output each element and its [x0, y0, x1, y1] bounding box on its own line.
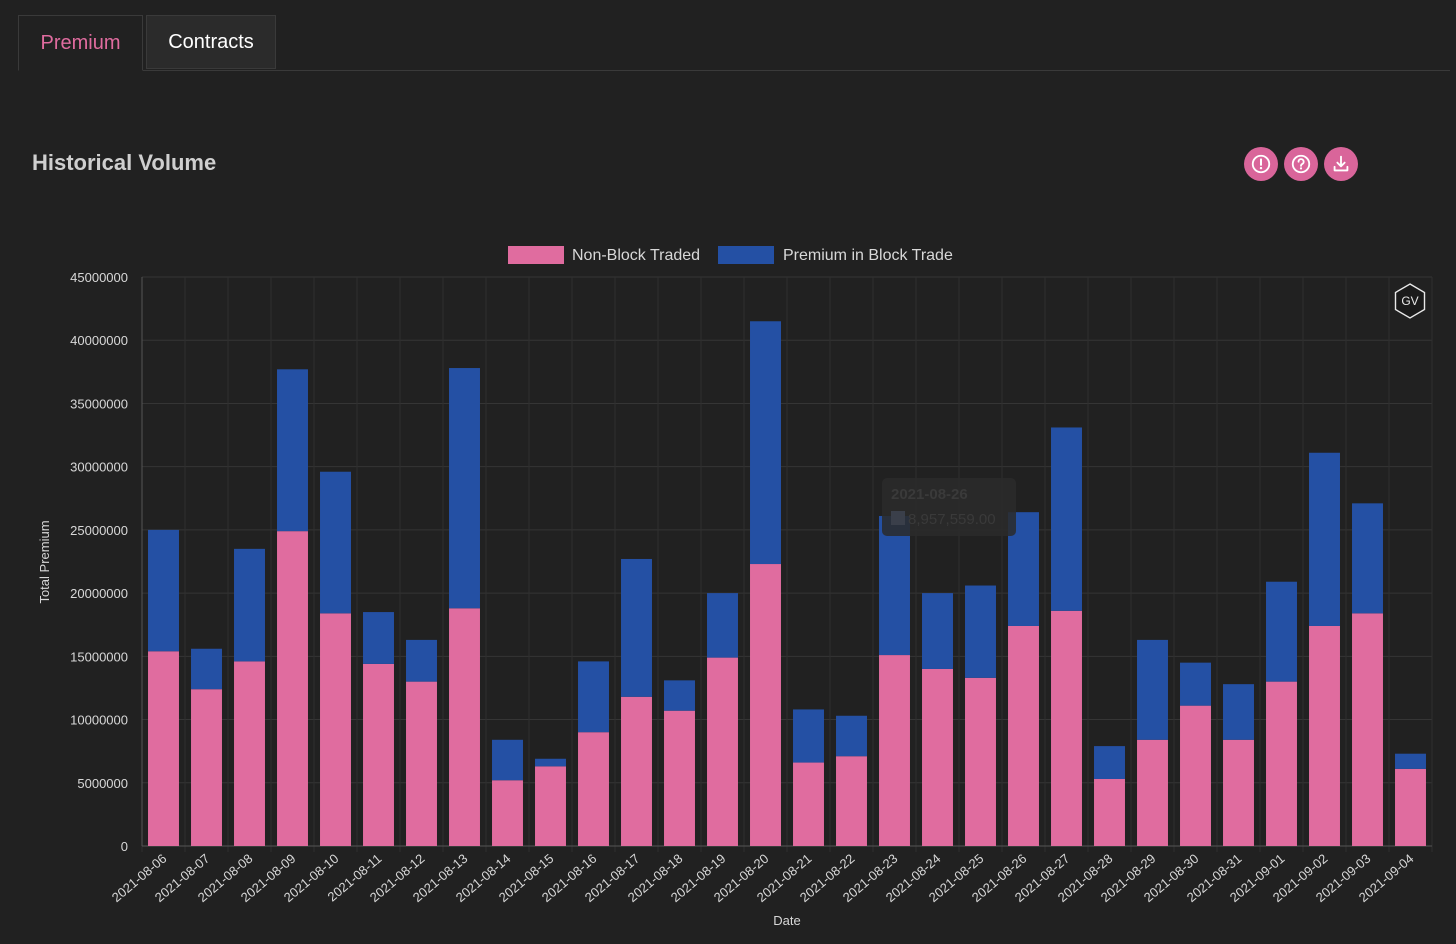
- bar-non-block[interactable]: [277, 531, 308, 846]
- x-axis-ticks: 2021-08-062021-08-072021-08-082021-08-09…: [109, 851, 1417, 905]
- bar-non-block[interactable]: [793, 762, 824, 846]
- bar-non-block[interactable]: [535, 766, 566, 846]
- bar-block[interactable]: [449, 368, 480, 609]
- bar-non-block[interactable]: [1223, 739, 1254, 846]
- y-axis-ticks: 0 5000000 10000000 15000000 20000000 25000000…: [70, 270, 128, 854]
- legend-swatch-non-block: [508, 246, 564, 264]
- help-button[interactable]: [1284, 147, 1318, 181]
- bar-block[interactable]: [1309, 452, 1340, 626]
- tab-bar: Premium Contracts: [18, 15, 1450, 71]
- bar-block[interactable]: [621, 558, 652, 697]
- y-tick-label: 40000000: [70, 333, 128, 348]
- bar-block[interactable]: [578, 661, 609, 733]
- bar-block[interactable]: [148, 529, 179, 652]
- x-axis-label: Date: [773, 913, 800, 928]
- y-tick-label: 5000000: [77, 776, 128, 791]
- bar-non-block[interactable]: [148, 651, 179, 846]
- bar-block[interactable]: [922, 593, 953, 669]
- bar-block[interactable]: [277, 369, 308, 532]
- legend-label-non-block: Non-Block Traded: [572, 247, 700, 264]
- bar-non-block[interactable]: [664, 710, 695, 846]
- bar-block[interactable]: [363, 612, 394, 664]
- chart-grid: [141, 276, 1433, 852]
- y-tick-label: 35000000: [70, 396, 128, 411]
- legend: Non-Block Traded Premium in Block Trade: [508, 246, 953, 264]
- bar-non-block[interactable]: [836, 756, 867, 846]
- bar-non-block[interactable]: [363, 663, 394, 846]
- y-axis-label: Total Premium: [37, 520, 52, 603]
- legend-swatch-block: [718, 246, 774, 264]
- tooltip: 2021-08-26 8,957,559.00: [882, 478, 1016, 536]
- chart-bars: [148, 321, 1426, 846]
- bar-non-block[interactable]: [750, 564, 781, 846]
- bar-non-block[interactable]: [578, 732, 609, 846]
- bar-non-block[interactable]: [449, 608, 480, 846]
- bar-block[interactable]: [879, 515, 910, 656]
- bar-block[interactable]: [664, 680, 695, 711]
- gv-logo-text: GV: [1401, 294, 1418, 308]
- bar-non-block[interactable]: [1008, 625, 1039, 846]
- bar-block[interactable]: [191, 648, 222, 690]
- bar-block[interactable]: [1352, 503, 1383, 614]
- bar-non-block[interactable]: [621, 696, 652, 846]
- bar-non-block[interactable]: [492, 780, 523, 846]
- bar-block[interactable]: [1266, 581, 1297, 682]
- bar-block[interactable]: [406, 639, 437, 682]
- bar-block[interactable]: [707, 593, 738, 658]
- bar-block[interactable]: [1395, 753, 1426, 769]
- bar-non-block[interactable]: [1395, 768, 1426, 846]
- tooltip-title: 2021-08-26: [891, 486, 968, 503]
- y-tick-label: 15000000: [70, 649, 128, 664]
- page-title: Historical Volume: [32, 150, 217, 175]
- bar-non-block[interactable]: [1094, 778, 1125, 846]
- bar-non-block[interactable]: [234, 661, 265, 846]
- gv-watermark: GV: [1394, 283, 1426, 319]
- bar-block[interactable]: [320, 471, 351, 614]
- bar-block[interactable]: [492, 739, 523, 781]
- bar-non-block[interactable]: [1051, 610, 1082, 846]
- legend-label-block: Premium in Block Trade: [783, 247, 953, 264]
- bar-non-block[interactable]: [1266, 681, 1297, 846]
- info-button[interactable]: [1244, 147, 1278, 181]
- y-tick-label: 10000000: [70, 713, 128, 728]
- tooltip-value: 8,957,559.00: [908, 511, 996, 528]
- bar-non-block[interactable]: [320, 613, 351, 846]
- y-tick-label: 20000000: [70, 586, 128, 601]
- y-tick-label: 0: [121, 839, 128, 854]
- bar-non-block[interactable]: [1180, 705, 1211, 846]
- tooltip-swatch: [891, 511, 905, 525]
- bar-non-block[interactable]: [965, 677, 996, 846]
- tab-premium[interactable]: Premium: [18, 15, 143, 71]
- y-tick-label: 25000000: [70, 523, 128, 538]
- bar-non-block[interactable]: [922, 668, 953, 846]
- download-button[interactable]: [1324, 147, 1358, 181]
- question-circle-icon: [1291, 154, 1311, 174]
- bar-block[interactable]: [1180, 662, 1211, 706]
- download-icon: [1333, 155, 1349, 172]
- bar-block[interactable]: [1223, 684, 1254, 740]
- bar-block[interactable]: [836, 715, 867, 757]
- bar-non-block[interactable]: [879, 655, 910, 846]
- bar-block[interactable]: [1094, 746, 1125, 779]
- bar-non-block[interactable]: [1352, 613, 1383, 846]
- bar-block[interactable]: [793, 709, 824, 763]
- y-tick-label: 45000000: [70, 270, 128, 285]
- bar-non-block[interactable]: [1309, 625, 1340, 846]
- alert-circle-icon: [1251, 154, 1271, 174]
- bar-block[interactable]: [1051, 427, 1082, 611]
- y-tick-label: 30000000: [70, 460, 128, 475]
- bar-non-block[interactable]: [1137, 739, 1168, 846]
- bar-non-block[interactable]: [406, 681, 437, 846]
- gv-logo-icon: [1394, 283, 1426, 319]
- tooltip-box: [882, 478, 1016, 536]
- bar-block[interactable]: [234, 548, 265, 662]
- bar-block[interactable]: [750, 321, 781, 565]
- bar-block[interactable]: [1137, 639, 1168, 740]
- bar-non-block[interactable]: [191, 689, 222, 846]
- bar-block[interactable]: [965, 585, 996, 678]
- bar-block[interactable]: [535, 758, 566, 767]
- bar-non-block[interactable]: [707, 657, 738, 846]
- tab-contracts[interactable]: Contracts: [146, 15, 276, 69]
